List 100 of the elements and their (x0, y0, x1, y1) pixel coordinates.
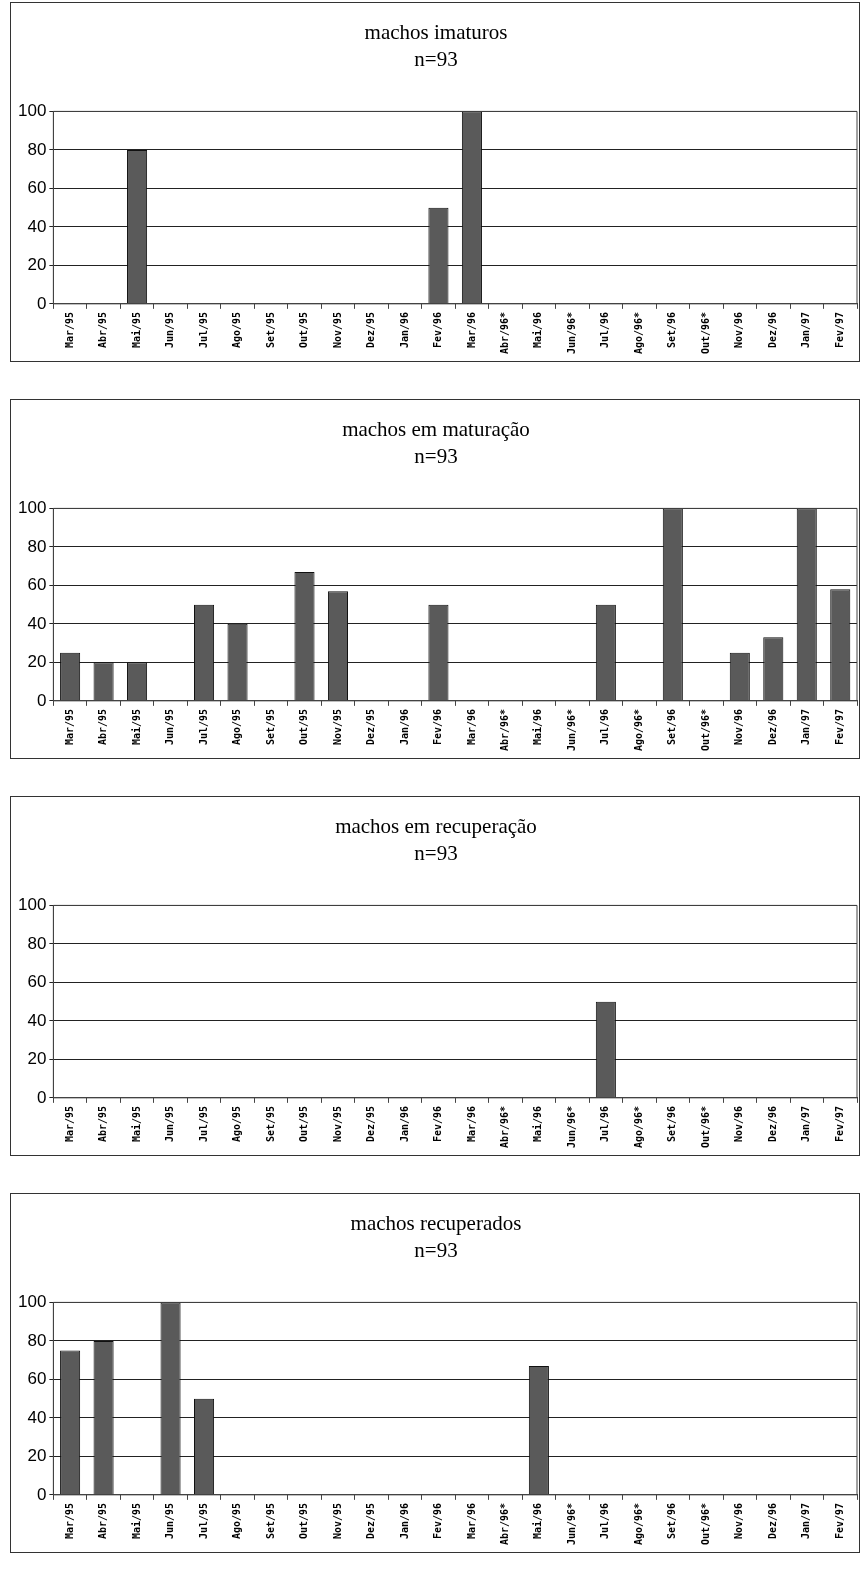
x-tick-label: Nov/96 (733, 1502, 745, 1539)
x-tick-label: Jul/96 (599, 1105, 611, 1142)
x-tick-label: Jul/96 (599, 708, 611, 745)
x-tick-label: Mai/96 (532, 1105, 544, 1142)
x-tick-label: Fev/97 (833, 708, 845, 745)
x-tick-label: Abr/96* (499, 1502, 510, 1546)
x-tick-label: Jul/96 (599, 1502, 611, 1539)
x-tick-label: Dez/95 (365, 1502, 377, 1539)
x-tick-label: Nov/95 (331, 311, 343, 348)
x-tick-label: Fev/97 (833, 1105, 845, 1142)
x-tick-label: Mar/95 (63, 1502, 75, 1539)
chart-title: machos em recuperação (335, 814, 537, 839)
x-tick-label: Abr/95 (97, 1502, 109, 1539)
y-tick-label: 80 (27, 139, 47, 159)
x-tick-label: Out/96* (699, 311, 711, 355)
y-tick-label: 100 (17, 101, 47, 121)
x-tick-label: Ago/96* (632, 708, 644, 752)
x-tick-label: Dez/95 (365, 311, 377, 348)
y-tick-label: 40 (27, 216, 47, 236)
x-tick-label: Nov/96 (733, 708, 745, 745)
x-tick-label: Nov/95 (331, 1105, 343, 1142)
x-tick-label: Fev/96 (432, 708, 444, 745)
x-tick-label: Jul/95 (197, 708, 209, 745)
x-tick-label: Mai/95 (130, 1502, 142, 1539)
chart-title: machos imaturos (364, 20, 508, 45)
x-tick-label: Nov/95 (331, 708, 343, 745)
chart-subtitle: n=93 (414, 841, 458, 866)
x-tick-label: Abr/96* (499, 1105, 510, 1149)
y-tick-label: 60 (27, 972, 47, 992)
x-tick-label: Dez/96 (766, 708, 778, 745)
x-tick-label: Jun/95 (164, 1105, 176, 1142)
x-tick-label: Abr/95 (97, 311, 109, 348)
x-tick-label: Mai/96 (532, 311, 544, 348)
x-tick-label: Jun/96* (565, 1502, 577, 1546)
x-tick-label: Nov/95 (331, 1502, 343, 1539)
chart-subtitle: n=93 (414, 47, 458, 72)
x-tick-label: Dez/95 (365, 708, 377, 745)
y-tick-label: 60 (27, 575, 47, 595)
x-tick-label: Jan/96 (398, 1502, 410, 1539)
x-tick-label: Jun/96* (565, 311, 577, 355)
x-tick-label: Out/96* (699, 1502, 711, 1546)
y-tick-label: 20 (27, 255, 47, 275)
x-tick-label: Ago/96* (632, 1502, 644, 1546)
y-tick-label: 80 (27, 1330, 47, 1350)
x-tick-label: Mai/96 (532, 708, 544, 745)
x-tick-label: Jun/95 (164, 311, 176, 348)
x-tick-label: Mar/96 (465, 1502, 477, 1539)
x-tick-label: Jun/96* (565, 708, 577, 752)
y-tick-label: 100 (17, 1292, 47, 1312)
x-tick-label: Jan/97 (800, 311, 812, 348)
x-tick-label: Set/96 (666, 1105, 678, 1142)
x-tick-label: Out/95 (298, 708, 310, 745)
x-tick-label: Nov/96 (733, 311, 745, 348)
y-tick-label: 100 (17, 498, 47, 518)
x-tick-label: Jun/95 (164, 708, 176, 745)
x-tick-label: Fev/96 (432, 1502, 444, 1539)
x-tick-label: Out/96* (699, 1105, 711, 1149)
y-tick-label: 40 (27, 1010, 47, 1030)
x-tick-label: Mai/95 (130, 311, 142, 348)
x-tick-label: Set/95 (264, 1502, 276, 1539)
x-tick-label: Dez/96 (766, 1502, 778, 1539)
y-tick-label: 20 (27, 1049, 47, 1069)
y-tick-label: 60 (27, 1369, 47, 1389)
x-tick-label: Set/96 (666, 708, 678, 745)
x-tick-label: Mar/96 (465, 1105, 477, 1142)
y-tick-label: 40 (27, 1407, 47, 1427)
x-tick-label: Jan/96 (398, 1105, 410, 1142)
x-tick-label: Dez/96 (766, 1105, 778, 1142)
chart-title: machos em maturação (342, 417, 530, 442)
x-tick-label: Jul/95 (197, 1105, 209, 1142)
x-tick-label: Set/96 (666, 1502, 678, 1539)
y-tick-label: 0 (36, 293, 47, 313)
x-tick-label: Out/95 (298, 1105, 310, 1142)
x-tick-label: Ago/95 (231, 1502, 243, 1539)
x-tick-label: Set/95 (264, 1105, 276, 1142)
x-tick-label: Ago/96* (632, 311, 644, 355)
y-tick-label: 20 (27, 1446, 47, 1466)
x-tick-label: Jul/95 (197, 1502, 209, 1539)
x-tick-label: Mar/95 (63, 311, 75, 348)
x-tick-label: Jun/95 (164, 1502, 176, 1539)
y-tick-label: 40 (27, 613, 47, 633)
x-tick-label: Abr/95 (97, 1105, 109, 1142)
x-tick-label: Jul/96 (599, 311, 611, 348)
x-tick-label: Ago/95 (231, 1105, 243, 1142)
x-tick-label: Set/95 (264, 708, 276, 745)
x-tick-label: Jan/96 (398, 708, 410, 745)
x-tick-label: Ago/95 (231, 311, 243, 348)
x-tick-label: Abr/96* (499, 708, 510, 752)
x-tick-label: Jun/96* (565, 1105, 577, 1149)
x-tick-label: Dez/95 (365, 1105, 377, 1142)
y-tick-label: 0 (36, 690, 47, 710)
chart-subtitle: n=93 (414, 1238, 458, 1263)
x-tick-label: Ago/95 (231, 708, 243, 745)
y-tick-label: 0 (36, 1484, 47, 1504)
x-tick-label: Mai/95 (130, 1105, 142, 1142)
x-tick-label: Fev/97 (833, 1502, 845, 1539)
x-tick-label: Mar/96 (465, 311, 477, 348)
x-tick-label: Jan/96 (398, 311, 410, 348)
x-tick-label: Fev/96 (432, 311, 444, 348)
x-tick-label: Abr/95 (97, 708, 109, 745)
